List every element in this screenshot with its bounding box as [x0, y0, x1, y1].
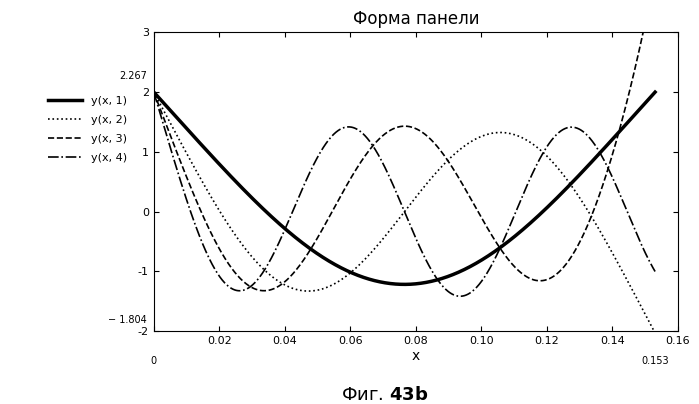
y(x, 4)	[545, 141, 553, 146]
Line: y(x, 1): y(x, 1)	[154, 92, 655, 284]
y(x, 1)	[175, 118, 184, 123]
X-axis label: x: x	[412, 349, 420, 363]
y(x, 3)	[636, 42, 644, 46]
y(x, 4)	[394, 193, 402, 198]
y(x, 2)	[394, 218, 402, 223]
y(x, 4)	[150, 90, 158, 95]
Line: y(x, 2): y(x, 2)	[154, 92, 655, 333]
y(x, 4)	[380, 164, 389, 168]
y(x, 1)	[401, 282, 409, 287]
Text: 0: 0	[151, 356, 157, 366]
Text: − 1.804: − 1.804	[108, 315, 147, 324]
Text: 0.153: 0.153	[641, 356, 669, 366]
y(x, 2)	[636, 303, 644, 307]
y(x, 1)	[545, 204, 553, 208]
y(x, 2)	[636, 303, 644, 308]
y(x, 4)	[637, 241, 645, 246]
y(x, 3)	[545, 276, 553, 281]
y(x, 4)	[175, 175, 184, 180]
y(x, 3)	[175, 156, 184, 161]
y(x, 1)	[637, 105, 645, 110]
Text: 2.267: 2.267	[119, 71, 147, 81]
y(x, 4)	[636, 240, 644, 245]
y(x, 3)	[637, 40, 645, 45]
y(x, 3)	[394, 125, 402, 130]
y(x, 4)	[456, 294, 464, 299]
y(x, 1)	[636, 106, 644, 111]
y(x, 1)	[380, 280, 389, 285]
y(x, 1)	[150, 90, 158, 95]
y(x, 3)	[380, 132, 389, 137]
Text: Фиг. $\mathbf{43b}$: Фиг. $\mathbf{43b}$	[341, 386, 428, 404]
Line: y(x, 3): y(x, 3)	[154, 0, 655, 291]
y(x, 2)	[651, 330, 659, 335]
y(x, 3)	[150, 90, 158, 95]
Legend: y(x, 1), y(x, 2), y(x, 3), y(x, 4): y(x, 1), y(x, 2), y(x, 3), y(x, 4)	[44, 92, 131, 167]
y(x, 4)	[651, 269, 659, 274]
y(x, 3)	[260, 288, 268, 293]
y(x, 2)	[175, 137, 184, 142]
y(x, 1)	[651, 90, 659, 95]
y(x, 1)	[394, 282, 402, 286]
Title: Форма панели: Форма панели	[353, 10, 479, 28]
Line: y(x, 4): y(x, 4)	[154, 92, 655, 296]
y(x, 2)	[545, 155, 553, 160]
y(x, 2)	[150, 90, 158, 95]
y(x, 2)	[380, 235, 389, 240]
